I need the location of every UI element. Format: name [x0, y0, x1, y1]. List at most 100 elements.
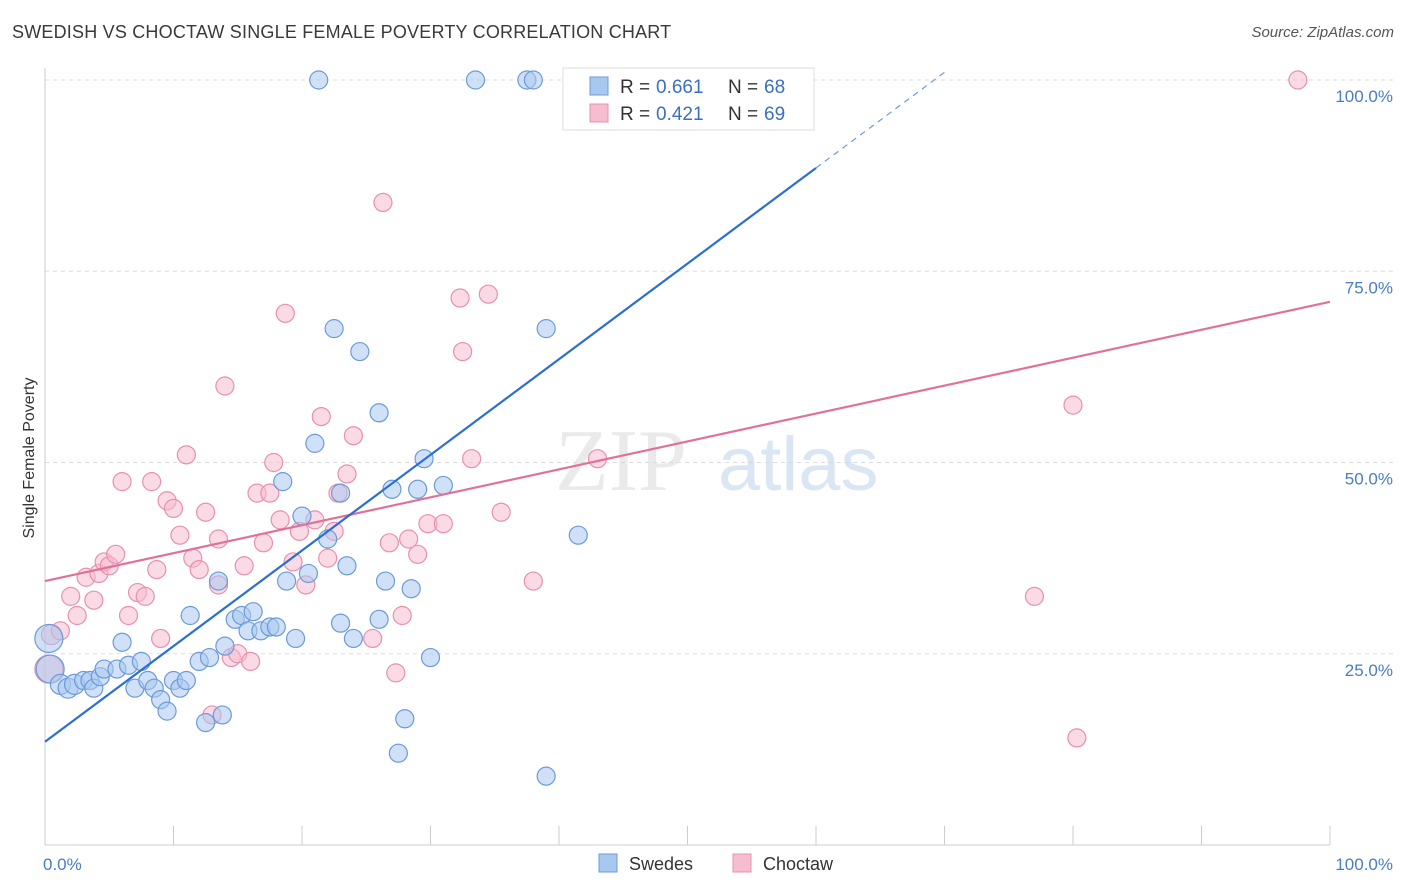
choctaw-point — [106, 544, 126, 564]
choctaw-point — [1024, 586, 1045, 606]
choctaw-point — [408, 544, 428, 564]
swedes-point — [465, 70, 486, 90]
choctaw-point — [234, 556, 254, 576]
swedes-point — [215, 636, 235, 656]
axes — [44, 68, 1331, 846]
bottom-legend: Swedes Choctaw — [598, 853, 834, 874]
legend-box: R = 0.661 N = 68 R = 0.421 N = 69 — [562, 67, 815, 131]
swedes-point — [131, 651, 151, 672]
legend-swedes-n-value: 68 — [764, 77, 785, 98]
source-label: Source: ZipAtlas.com — [1251, 24, 1394, 41]
choctaw-point — [433, 514, 453, 534]
choctaw-point — [1063, 395, 1083, 415]
bottom-legend-swatch-choctaw — [732, 853, 752, 873]
legend-swedes-n-label: N = — [728, 77, 758, 98]
watermark-atlas: atlas — [718, 422, 879, 507]
swedes-point — [266, 617, 286, 637]
trend-lines — [44, 71, 1331, 743]
choctaw-trend-line — [44, 300, 1331, 583]
swedes-point — [176, 670, 196, 691]
choctaw-point — [151, 628, 171, 649]
swedes-point — [350, 341, 370, 362]
choctaw-point — [61, 586, 81, 606]
choctaw-point — [170, 525, 190, 545]
choctaw-point — [1067, 728, 1087, 748]
choctaw-point — [147, 559, 167, 580]
choctaw-point — [491, 502, 511, 522]
swedes-point — [180, 605, 200, 626]
swedes-point — [305, 433, 325, 453]
swedes-point — [523, 70, 543, 90]
swedes-point — [433, 475, 453, 496]
legend-swedes-r-value: 0.661 — [656, 77, 704, 98]
swedes-trend-extension — [815, 71, 945, 169]
choctaw-point — [260, 483, 280, 503]
swedes-point — [337, 556, 357, 576]
choctaw-point — [189, 559, 209, 580]
y-tick-label: 100.0% — [1335, 87, 1393, 106]
choctaw-point — [135, 586, 155, 606]
choctaw-point — [270, 510, 290, 530]
choctaw-point — [112, 472, 132, 492]
x-tick-label: 0.0% — [43, 855, 82, 874]
choctaw-point — [1288, 70, 1308, 90]
swedes-point — [420, 647, 441, 668]
watermark-zip: ZIP — [555, 413, 687, 510]
choctaw-point — [337, 464, 357, 484]
y-tick-label: 75.0% — [1345, 278, 1393, 297]
swedes-point — [375, 571, 396, 591]
swedes-point — [285, 628, 306, 649]
swedes-point — [369, 609, 389, 629]
swedes-point — [309, 70, 329, 90]
legend-choctaw-r-label: R = — [620, 104, 650, 125]
swedes-point — [395, 709, 415, 729]
chart-title: SWEDISH VS CHOCTAW SINGLE FEMALE POVERTY… — [12, 22, 672, 42]
choctaw-point — [523, 571, 543, 591]
legend-swatch-choctaw — [589, 103, 609, 123]
choctaw-point — [311, 407, 331, 427]
choctaw-point — [462, 449, 482, 469]
swedes-point — [157, 701, 177, 721]
choctaw-point — [67, 605, 87, 626]
x-tick-label: 100.0% — [1335, 855, 1393, 874]
choctaw-point — [318, 548, 338, 568]
swedes-point — [343, 628, 363, 649]
choctaw-point — [478, 284, 498, 304]
choctaw-point — [363, 628, 383, 649]
choctaw-point — [142, 472, 162, 492]
swedes-point — [208, 571, 229, 591]
swedes-points — [34, 70, 621, 786]
choctaw-point — [264, 452, 284, 473]
swedes-point — [330, 613, 351, 633]
choctaw-point — [343, 426, 363, 446]
swedes-point — [112, 632, 132, 652]
choctaw-point — [386, 663, 406, 683]
swedes-point — [292, 506, 312, 526]
choctaw-point — [241, 651, 261, 672]
choctaw-point — [275, 303, 295, 323]
legend-choctaw-n-value: 69 — [764, 104, 785, 125]
watermark: ZIP atlas — [555, 413, 879, 510]
swedes-point — [369, 403, 389, 423]
swedes-point — [199, 647, 220, 668]
choctaw-point — [253, 533, 274, 553]
swedes-point — [536, 319, 556, 339]
swedes-point — [324, 319, 344, 339]
bottom-legend-swatch-swedes — [598, 853, 618, 873]
y-tick-label: 25.0% — [1345, 661, 1393, 680]
choctaw-point — [450, 288, 470, 308]
swedes-point — [401, 579, 421, 599]
y-tick-labels: 25.0% 50.0% 75.0% 100.0% — [1335, 87, 1393, 680]
swedes-point — [568, 525, 588, 545]
choctaw-point — [196, 502, 216, 522]
choctaw-point — [215, 376, 235, 396]
bottom-legend-choctaw: Choctaw — [763, 854, 834, 874]
choctaw-point — [118, 605, 139, 626]
choctaw-point — [283, 552, 303, 572]
legend-swedes-r-label: R = — [620, 77, 650, 98]
legend-choctaw-n-label: N = — [728, 104, 758, 125]
swedes-point — [408, 479, 428, 499]
choctaw-point — [379, 533, 399, 553]
choctaw-point — [373, 192, 393, 212]
